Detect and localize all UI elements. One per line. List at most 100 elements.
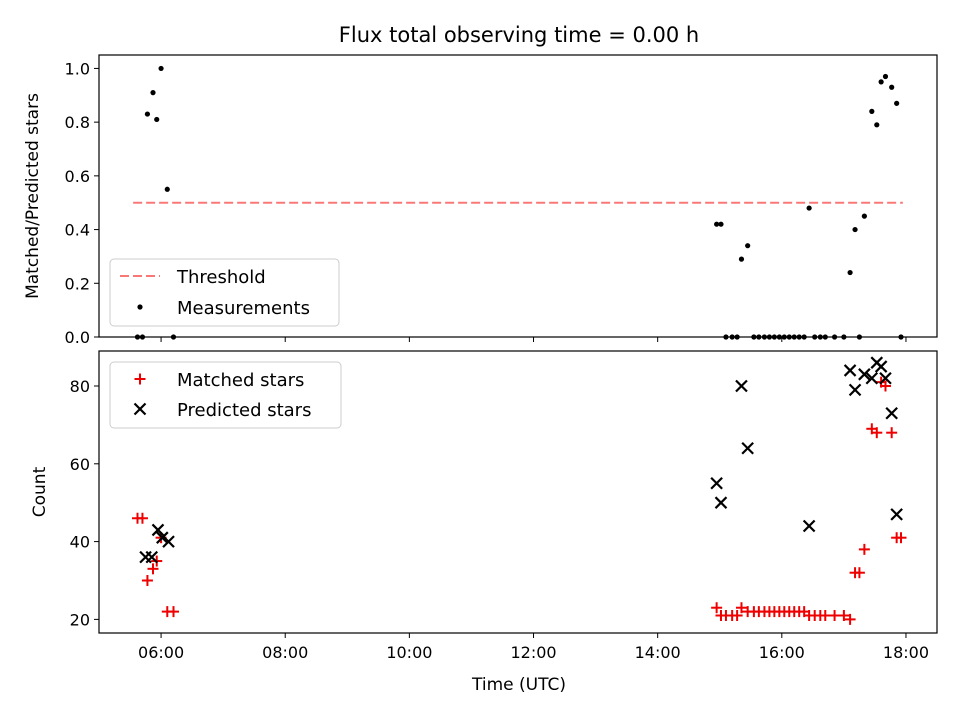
top-panel: 0.0 0.2 0.4 0.6 0.8 1.0 Matched/Predicted sta… [23, 54, 938, 347]
measurement-point [791, 334, 797, 340]
bottom-y-tick-label: 40 [70, 533, 90, 552]
measurement-point [745, 243, 751, 249]
matched-star-point [844, 613, 856, 625]
x-tick-label: 18:00 [883, 643, 929, 662]
matched-star-point [167, 606, 179, 618]
x-tick-label: 10:00 [386, 643, 432, 662]
measurement-point [158, 65, 164, 72]
measurement-point [894, 100, 900, 106]
measurement-point [874, 122, 880, 128]
measurement-point [882, 73, 889, 80]
measurement-point [898, 334, 904, 340]
measurement-point [771, 334, 777, 340]
measurement-point [761, 334, 768, 340]
top-legend: Threshold Measurements [109, 258, 340, 327]
x-tick-label: 12:00 [510, 643, 556, 662]
predicted-star-point [802, 519, 816, 533]
matched-star-point [711, 602, 723, 614]
legend-measurements-label: Measurements [177, 298, 310, 319]
measurement-point [869, 108, 875, 114]
measurement-point [751, 334, 757, 340]
predicted-star-point [890, 508, 903, 521]
measurement-point [134, 334, 141, 340]
measurement-point [139, 334, 146, 340]
top-legend-box [109, 258, 340, 327]
matched-star-point [879, 380, 891, 392]
bottom-y-tick-label: 20 [70, 610, 90, 629]
measurement-point [822, 334, 828, 340]
bottom-y-tick-label: 80 [70, 377, 90, 396]
predicted-star-point [858, 368, 871, 381]
measurement-point [781, 334, 787, 340]
bottom-panel: 20 40 60 80 06:00 08:00 10:00 12:00 14:00 16:00 1… [30, 350, 938, 695]
bottom-legend: Matched stars Predicted stars [109, 361, 342, 429]
measurement-point [164, 186, 170, 192]
measurement-point [144, 111, 151, 117]
measurement-point [847, 269, 853, 276]
matched-star-point [136, 512, 148, 524]
predicted-star-point [885, 406, 898, 420]
top-panel-frame [98, 54, 938, 338]
top-y-tick-label: 0.2 [65, 274, 90, 293]
measurement-point [841, 334, 847, 340]
bottom-legend-box [109, 361, 342, 429]
legend-threshold-label: Threshold [176, 267, 266, 288]
predicted-star-point [741, 441, 754, 455]
measurement-point [714, 221, 720, 227]
measurement-point [812, 334, 818, 340]
x-tick-label: 14:00 [635, 643, 681, 662]
x-tick-label: 08:00 [262, 643, 308, 662]
matched-star-point [141, 574, 153, 586]
predicted-star-point [162, 535, 175, 548]
matched-star-point [895, 532, 907, 544]
measurement-point [150, 90, 156, 96]
chart-title: Flux total observing time = 0.00 h [339, 23, 699, 47]
top-y-tick-label: 0.8 [65, 113, 90, 132]
matched-star-point [731, 609, 743, 621]
predicted-star-point [843, 364, 857, 377]
predicted-star-point [145, 550, 159, 564]
predicted-star-point [156, 531, 169, 544]
measurement-point [806, 205, 812, 211]
matched-star-point [886, 427, 898, 439]
measurement-point [738, 256, 745, 262]
top-y-tick-label: 0.0 [65, 328, 90, 347]
matched-star-point [853, 567, 865, 579]
matched-star-point [858, 543, 870, 555]
top-y-tick-label: 0.4 [65, 221, 90, 240]
predicted-star-point [710, 476, 723, 490]
matched-star-point [147, 563, 159, 575]
predicted-star-point [151, 523, 165, 537]
measurement-point [718, 221, 724, 227]
measurement-point [723, 334, 729, 340]
predicted-star-point [714, 496, 728, 509]
bottom-ylabel: Count [30, 466, 50, 517]
measurement-point [817, 334, 823, 340]
measurement-point [852, 226, 858, 233]
measurement-point [861, 213, 867, 219]
x-tick-label: 16:00 [759, 643, 805, 662]
legend-matched-marker [134, 373, 146, 385]
x-tick-label: 06:00 [138, 643, 184, 662]
top-y-tick-label: 1.0 [65, 59, 90, 78]
measurement-point [776, 334, 782, 340]
top-ylabel: Matched/Predicted stars [23, 93, 43, 299]
measurement-point [170, 334, 177, 340]
top-y-tick-label: 0.6 [65, 167, 90, 186]
legend-predicted-label: Predicted stars [177, 400, 311, 421]
measurement-point [801, 334, 807, 340]
matched-star-point [819, 609, 831, 621]
measurement-point [154, 116, 160, 123]
legend-matched-swatch [134, 373, 146, 385]
predicted-star-point [874, 360, 888, 373]
legend-predicted-marker [133, 402, 147, 416]
measurement-point [889, 84, 895, 90]
predicted-star-point [735, 379, 748, 393]
measurement-point [878, 79, 884, 85]
matched-star-point [735, 602, 747, 614]
x-axis-label: Time (UTC) [471, 675, 566, 695]
bottom-panel-frame [98, 350, 938, 634]
measurement-point [831, 334, 838, 340]
predicted-star-point [879, 371, 892, 385]
